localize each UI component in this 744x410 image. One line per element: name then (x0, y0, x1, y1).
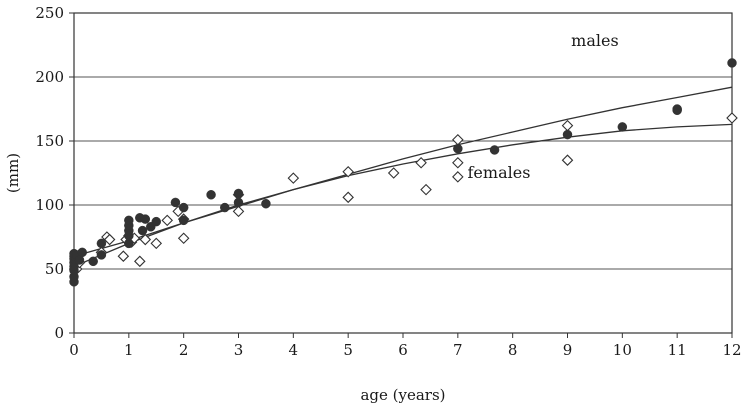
series-annotation: females (468, 163, 531, 182)
males-data-point (261, 198, 271, 209)
females-data-point (342, 165, 354, 178)
males-data-point (140, 214, 151, 224)
males-data-point (178, 215, 189, 226)
x-tick-label: 4 (289, 341, 299, 359)
x-axis-title: age (years) (360, 386, 445, 404)
x-tick-label: 1 (124, 341, 134, 359)
series-annotation: males (571, 31, 619, 50)
x-tick-label: 12 (722, 341, 741, 359)
y-tick-label: 0 (54, 324, 64, 342)
x-tick-label: 9 (563, 341, 573, 359)
males-data-point (727, 58, 737, 68)
males-data-point (489, 145, 500, 155)
y-tick-label: 200 (35, 68, 64, 86)
females-data-point (177, 232, 190, 245)
x-tick-label: 2 (179, 341, 189, 359)
males-data-point (672, 104, 682, 114)
x-tick-label: 8 (508, 341, 518, 359)
x-tick-label: 11 (668, 341, 687, 359)
females-data-point (726, 112, 738, 124)
females-data-point (287, 172, 300, 184)
males-data-point (88, 256, 98, 267)
females-data-point (150, 237, 163, 250)
females-data-point (117, 250, 130, 262)
y-tick-label: 250 (35, 4, 64, 22)
males-data-point (220, 202, 230, 213)
x-tick-label: 5 (343, 341, 353, 359)
males-data-point (617, 122, 628, 132)
data-points (69, 58, 738, 287)
females-data-point (561, 154, 574, 166)
females-data-point (452, 156, 464, 169)
males-data-point (170, 197, 181, 208)
x-tick-label: 6 (398, 341, 408, 359)
males-data-point (233, 188, 244, 199)
males-data-point (77, 247, 87, 258)
series-annotations: males females (468, 31, 619, 182)
females-data-point (139, 233, 152, 246)
males-data-point (206, 190, 216, 200)
females-data-point (134, 255, 146, 268)
males-data-point (124, 215, 134, 226)
x-tick-label: 10 (613, 341, 632, 359)
males-data-point (233, 197, 244, 208)
males-data-point (96, 238, 107, 249)
females-data-point (452, 171, 464, 183)
females-data-point (103, 233, 116, 246)
females-data-point (342, 191, 354, 204)
females-data-point (420, 183, 432, 196)
females-data-point (161, 214, 173, 227)
males-data-point (178, 202, 189, 213)
x-tick-label: 7 (453, 341, 463, 359)
y-tick-label: 150 (35, 132, 64, 150)
males-data-point (137, 225, 148, 236)
males-data-point (96, 250, 107, 260)
females-data-point (387, 167, 400, 179)
y-tick-label: 50 (45, 260, 64, 278)
y-tick-label: 100 (35, 196, 64, 214)
y-axis-title: (mm) (4, 153, 22, 193)
males-data-point (562, 129, 573, 140)
females-data-point (415, 156, 427, 169)
females-data-point (232, 205, 245, 218)
males-data-point (151, 216, 161, 227)
x-tick-label: 3 (234, 341, 244, 359)
males-data-point (453, 143, 463, 154)
x-tick-label: 0 (69, 341, 79, 359)
